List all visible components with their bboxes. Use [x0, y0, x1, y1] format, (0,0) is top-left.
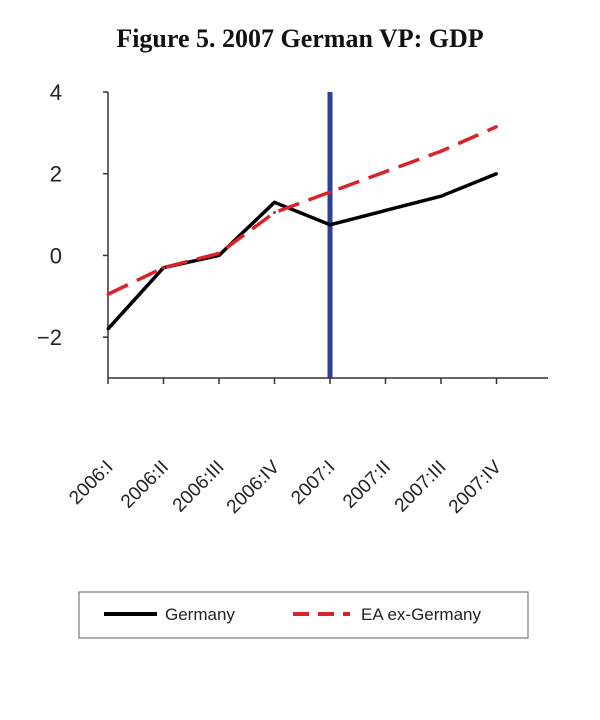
data-point: [439, 194, 443, 198]
x-tick-label: 2007:I: [287, 457, 339, 509]
x-tick-label: 2006:IV: [223, 456, 284, 517]
x-tick-label: 2006:II: [117, 457, 173, 513]
x-tick-label: 2006:I: [65, 457, 117, 509]
legend-label: Germany: [165, 605, 235, 624]
data-point: [328, 190, 332, 194]
y-tick-label: 2: [50, 162, 62, 187]
data-point: [328, 223, 332, 227]
data-point: [384, 170, 387, 174]
data-point: [162, 266, 165, 270]
data-point: [495, 172, 498, 176]
legend-label: EA ex-Germany: [361, 605, 481, 624]
y-tick-label: 0: [50, 243, 62, 268]
series-line: [107, 125, 498, 296]
chart-title: Figure 5. 2007 German VP: GDP: [116, 24, 484, 53]
x-tick-label: 2007:II: [339, 457, 395, 513]
data-point: [384, 208, 387, 212]
series-line: [106, 172, 498, 331]
data-point: [495, 125, 498, 129]
x-tick-label: 2007:IV: [445, 456, 506, 517]
x-tick-label: 2006:III: [169, 457, 229, 517]
data-point: [106, 292, 110, 296]
data-point: [106, 327, 110, 331]
y-tick-label: 4: [50, 80, 62, 105]
data-point: [439, 149, 443, 153]
data-point: [273, 200, 276, 204]
data-point: [217, 251, 221, 255]
data-point: [273, 211, 276, 215]
y-tick-label: −2: [37, 325, 62, 350]
x-tick-label: 2007:III: [391, 457, 451, 517]
